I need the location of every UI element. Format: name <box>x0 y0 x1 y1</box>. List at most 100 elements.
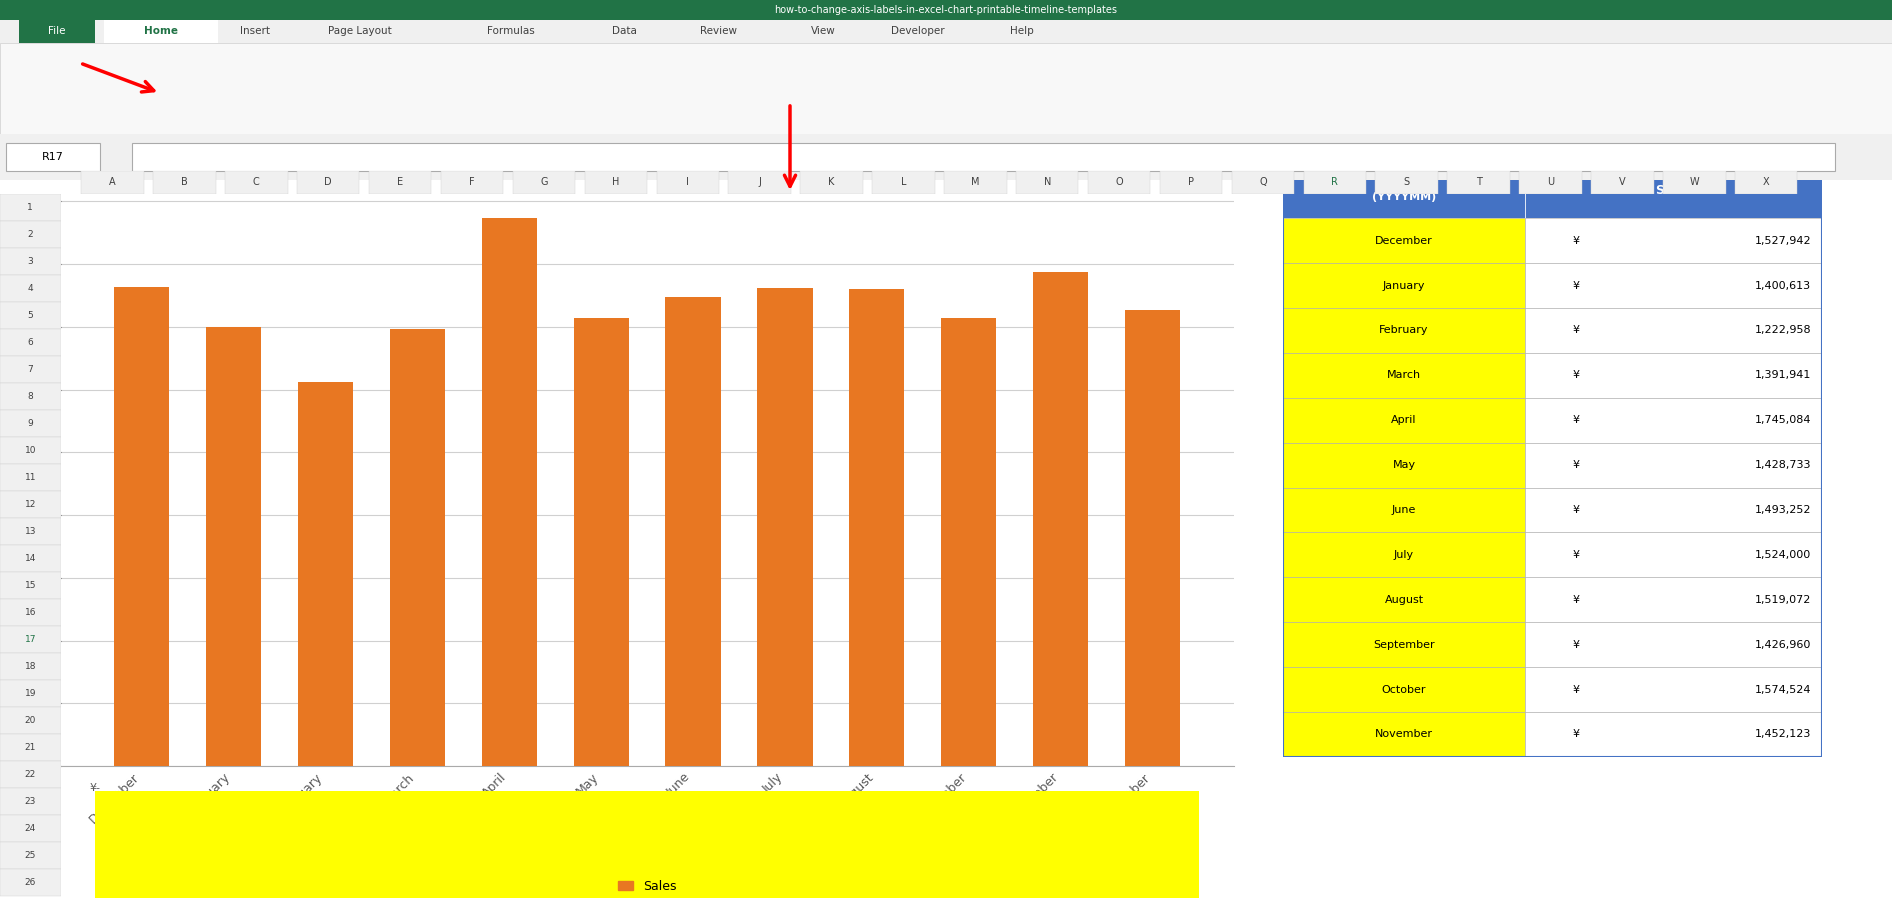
Text: R: R <box>1332 177 1338 187</box>
Bar <box>0 491 61 518</box>
Bar <box>0 734 61 761</box>
Text: 2: 2 <box>28 230 32 239</box>
Text: ¥: ¥ <box>1572 550 1580 560</box>
Text: O: O <box>1114 177 1124 187</box>
Bar <box>0 42 1892 134</box>
Text: J: J <box>759 177 761 187</box>
Text: G: G <box>541 177 547 187</box>
Bar <box>0 626 61 653</box>
Text: 1,452,123: 1,452,123 <box>1756 729 1811 739</box>
Text: ¥-: ¥- <box>91 784 100 793</box>
Bar <box>1447 171 1510 194</box>
Bar <box>0 815 61 842</box>
Bar <box>0 788 61 815</box>
Bar <box>1525 712 1822 757</box>
Bar <box>0 383 61 410</box>
Text: Home: Home <box>144 27 178 36</box>
Text: ¥: ¥ <box>1572 685 1580 694</box>
Bar <box>1525 487 1822 533</box>
Bar <box>1525 308 1822 353</box>
Text: 1,426,960: 1,426,960 <box>1756 640 1811 650</box>
Bar <box>1525 533 1822 577</box>
Bar <box>944 171 1007 194</box>
Text: N: N <box>1044 177 1050 187</box>
Text: E: E <box>397 177 403 187</box>
Text: September: September <box>1374 640 1434 650</box>
Text: View: View <box>810 27 836 36</box>
Text: 3: 3 <box>26 257 34 266</box>
Bar <box>940 318 997 766</box>
Text: Month
(YYYYMM): Month (YYYYMM) <box>1372 180 1436 201</box>
Bar <box>1160 171 1222 194</box>
Bar <box>0 599 61 626</box>
Text: 8: 8 <box>26 392 34 401</box>
Bar <box>1525 218 1822 263</box>
Bar <box>390 330 445 766</box>
Bar <box>1016 171 1078 194</box>
Text: 21: 21 <box>25 743 36 752</box>
Text: ¥: ¥ <box>1572 594 1580 605</box>
Text: 1,527,942: 1,527,942 <box>1754 235 1811 246</box>
Text: A: A <box>110 177 115 187</box>
Bar <box>1525 353 1822 398</box>
Bar <box>114 286 168 766</box>
Bar <box>1283 667 1525 712</box>
Bar <box>585 171 647 194</box>
Text: X: X <box>1763 177 1769 187</box>
Bar <box>0 221 61 248</box>
Text: I: I <box>687 177 689 187</box>
Text: 19: 19 <box>25 689 36 698</box>
Bar <box>1525 577 1822 622</box>
Text: 5: 5 <box>26 311 34 320</box>
Text: T: T <box>1476 177 1481 187</box>
Text: M: M <box>971 177 980 187</box>
Bar <box>1525 263 1822 308</box>
Bar <box>0 869 61 896</box>
Text: Insert: Insert <box>240 27 271 36</box>
Text: how-to-change-axis-labels-in-excel-chart-printable-timeline-templates: how-to-change-axis-labels-in-excel-chart… <box>774 5 1118 15</box>
Text: January: January <box>1383 281 1425 291</box>
Bar <box>1283 308 1525 353</box>
Text: W: W <box>1690 177 1699 187</box>
Text: File: File <box>47 27 66 36</box>
Bar <box>6 143 100 171</box>
Text: 4: 4 <box>28 284 32 293</box>
Text: ¥: ¥ <box>1572 505 1580 515</box>
Bar <box>19 20 95 42</box>
Bar <box>1591 171 1654 194</box>
Bar <box>573 318 628 766</box>
Bar <box>0 545 61 572</box>
Text: July: July <box>1394 550 1413 560</box>
Bar <box>1283 577 1525 622</box>
Text: 9: 9 <box>26 419 34 428</box>
Text: U: U <box>1548 177 1553 187</box>
Bar <box>1304 171 1366 194</box>
Text: ¥: ¥ <box>1572 460 1580 470</box>
Text: 20: 20 <box>25 716 36 725</box>
Bar <box>1283 712 1525 757</box>
Bar <box>0 329 61 356</box>
Text: November: November <box>1375 729 1432 739</box>
Bar <box>1283 398 1525 443</box>
Text: 13: 13 <box>25 527 36 536</box>
Text: Sales: Sales <box>1656 185 1693 198</box>
Text: ¥: ¥ <box>1572 281 1580 291</box>
Text: 1,222,958: 1,222,958 <box>1754 326 1811 335</box>
Text: 26: 26 <box>25 878 36 887</box>
Bar <box>1283 487 1525 533</box>
Bar <box>513 171 575 194</box>
Text: ¥: ¥ <box>1572 729 1580 739</box>
Bar <box>369 171 431 194</box>
Bar <box>0 842 61 869</box>
Text: 18: 18 <box>25 662 36 671</box>
Text: 23: 23 <box>25 797 36 806</box>
Bar <box>441 171 503 194</box>
Bar <box>1283 533 1525 577</box>
Bar <box>0 437 61 464</box>
Text: 1,524,000: 1,524,000 <box>1756 550 1811 560</box>
Bar <box>1033 272 1088 766</box>
Bar <box>0 275 61 302</box>
Bar <box>1525 398 1822 443</box>
Text: 10: 10 <box>25 446 36 455</box>
Bar <box>728 171 791 194</box>
